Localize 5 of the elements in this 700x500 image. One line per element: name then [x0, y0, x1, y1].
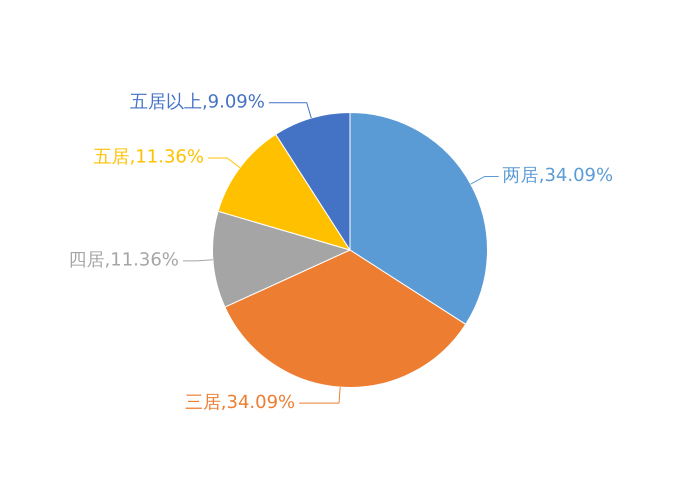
slice-label: 三居,34.09%: [184, 392, 296, 413]
slice-label: 五居,11.36%: [94, 146, 204, 168]
slice-label: 两居,34.09%: [502, 165, 614, 186]
slice-label: 四居,11.36%: [68, 250, 179, 271]
slice-label: 五居以上,9.09%: [130, 91, 265, 112]
